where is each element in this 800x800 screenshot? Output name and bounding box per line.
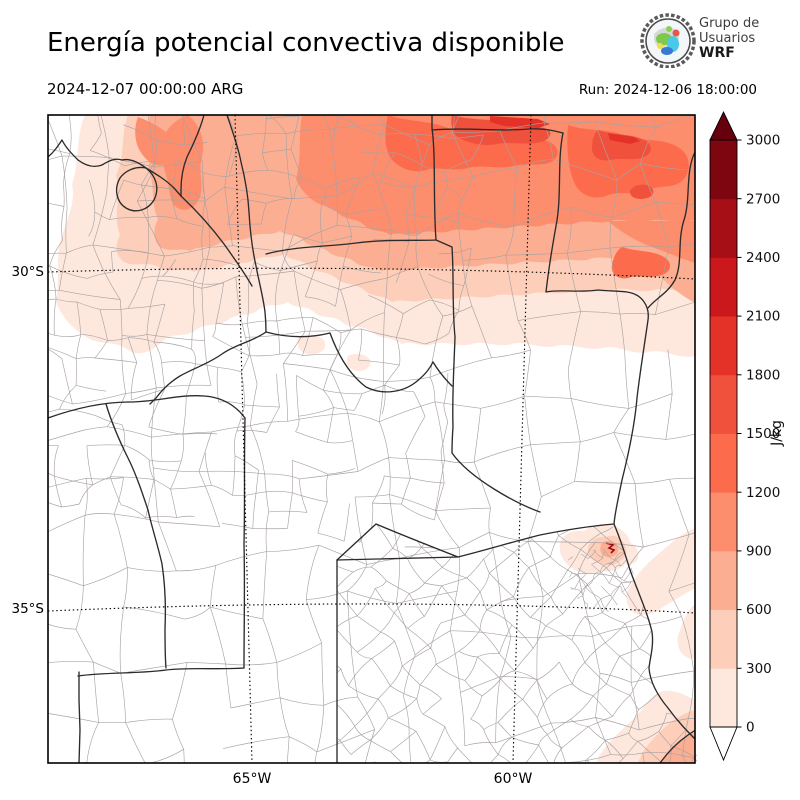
gridline-60w xyxy=(512,115,532,763)
logo-line3: WRF xyxy=(699,45,735,61)
department-boundary-lines xyxy=(48,115,484,549)
gridline-35s xyxy=(48,603,695,614)
xtick-60w: 60°W xyxy=(493,771,533,787)
colorbar-segment xyxy=(710,492,737,552)
colorbar-unit-label: J/kg xyxy=(769,420,785,447)
colorbar-segment xyxy=(710,374,737,434)
department-boundaries-buenosaires xyxy=(337,523,697,763)
colorbar-segment xyxy=(710,433,737,493)
logo-radar-blob-red xyxy=(672,29,680,37)
logo-text: Grupo de Usuarios WRF xyxy=(699,16,760,61)
page-title: Energía potencial convectiva disponible xyxy=(47,28,565,58)
cape-layer-2100 xyxy=(490,116,640,144)
colorbar-tick-label: 3000 xyxy=(746,133,780,149)
lat-lon-gridlines xyxy=(48,115,695,763)
colorbar-tick-label: 1200 xyxy=(746,485,780,501)
colorbar-tick-label: 1800 xyxy=(746,367,780,383)
colorbar-tick-label: 600 xyxy=(746,602,772,618)
colorbar-tick-label: 900 xyxy=(746,544,772,560)
wrf-logo: Grupo de Usuarios WRF xyxy=(640,12,800,74)
valid-time-label: 2024-12-07 00:00:00 ARG xyxy=(47,80,244,98)
colorbar-segment xyxy=(710,257,737,317)
department-boundaries-northwest xyxy=(48,115,484,549)
colorbar-tick-label: 2100 xyxy=(746,309,780,325)
logo-wreath xyxy=(640,13,696,68)
logo-radar-blob-yellow xyxy=(657,43,663,49)
colorbar-tick-label: 1500 xyxy=(746,426,780,442)
xtick-65w: 65°W xyxy=(232,771,272,787)
colorbar-tick-label: 2400 xyxy=(746,250,780,266)
province-boundaries xyxy=(48,115,695,763)
department-boundary-lines xyxy=(337,523,697,763)
colorbar-segment xyxy=(710,550,737,610)
colorbar-segment xyxy=(710,668,737,728)
colorbar-tick-label: 0 xyxy=(746,720,755,736)
logo-line2: Usuarios xyxy=(699,30,756,46)
colorbar-tick-label: 300 xyxy=(746,661,772,677)
gridline-30s xyxy=(48,267,695,280)
colorbar-segment xyxy=(710,198,737,258)
colorbar-tick-label: 2700 xyxy=(746,191,780,207)
ytick-30s: 30°S xyxy=(11,264,45,280)
logo-line1: Grupo de xyxy=(699,16,760,31)
ytick-35s: 35°S xyxy=(11,601,45,617)
colorbar-segment xyxy=(710,609,737,669)
colorbar-under-arrow xyxy=(709,726,738,762)
colorbar: 0 300 600 900 1200 1500 1800 2100 2400 2700 3000 J/… xyxy=(709,110,785,762)
map-frame xyxy=(47,114,696,764)
logo-radar-blob-blue xyxy=(661,47,673,55)
wrf-logo-icon xyxy=(640,13,696,68)
colorbar-over-arrow xyxy=(709,110,738,141)
logo-radar-blob-green2 xyxy=(666,26,672,32)
colorbar-segment xyxy=(710,316,737,376)
cape-max-scribble xyxy=(605,542,616,554)
run-time-label: Run: 2024-12-06 18:00:00 xyxy=(578,82,757,98)
colorbar-segment xyxy=(710,140,737,200)
gridline-65w xyxy=(234,115,253,763)
